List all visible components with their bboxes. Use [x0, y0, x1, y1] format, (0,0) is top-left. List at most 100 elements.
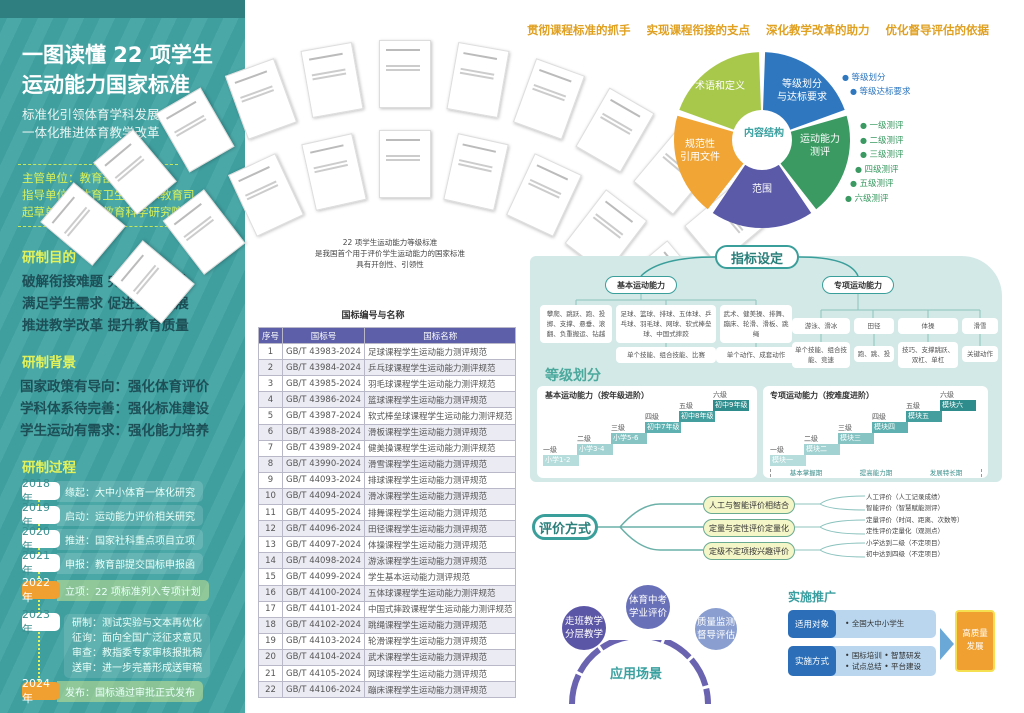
grading-bullet: 等级划分: [842, 72, 886, 84]
table-cell: 武术课程学生运动能力测评规范: [363, 648, 517, 666]
grade-step: 初中7年级: [645, 422, 681, 433]
table-row: 12 GB/T 44096-2024 田径课程学生运动能力测评规范: [257, 520, 517, 538]
promotion-item-text: 国标培训: [851, 651, 882, 660]
table-cell: GB/T 44104-2024: [282, 648, 365, 666]
grade-level-label: 四级: [872, 413, 886, 421]
table-cell: 滑冰课程学生运动能力测评规范: [363, 487, 517, 506]
table-cell: 轮滑课程学生运动能力测评规范: [363, 632, 517, 650]
standards-document-fan: [0, 0, 770, 324]
unit-supervisor: 主管单位：教育部: [22, 171, 114, 185]
promotion-item-text: 智慧研发: [891, 651, 922, 660]
table-cell: 14: [257, 552, 284, 570]
table-cell: GB/T 44094-2024: [282, 487, 365, 506]
table-row: 14 GB/T 44098-2024 游泳课程学生运动能力测评规范: [257, 552, 517, 570]
table-cell: 排球课程学生运动能力测评规范: [363, 471, 517, 489]
grade-step: 小学3-4: [577, 444, 613, 455]
indicator-sub-box: 单个技能、组合技能、竞速: [792, 342, 850, 368]
table-row: 3 GB/T 43985-2024 羽毛球课程学生运动能力测评规范: [257, 375, 517, 393]
table-row: 18 GB/T 44102-2024 跳绳课程学生运动能力测评规范: [257, 616, 517, 634]
table-row: 21 GB/T 44105-2024 网球课程学生运动能力测评规范: [257, 664, 517, 683]
table-cell: 18: [257, 616, 284, 634]
table-row: 19 GB/T 44103-2024 轮滑课程学生运动能力测评规范: [257, 632, 517, 650]
grading-title: 等级划分: [545, 368, 601, 384]
indicator-title: 指标设定: [715, 245, 799, 269]
grade-level-label: 三级: [838, 424, 852, 432]
pie-segment: [780, 115, 851, 210]
table-cell: 滑雪课程学生运动能力测评规范: [363, 455, 517, 473]
detail-line: 送审：进一步完善形成送审稿: [72, 663, 202, 674]
indicator-box: 武术、健美操、排舞、蹦床、轮滑、滑板、跳绳: [720, 305, 792, 343]
table-cell: 13: [257, 536, 284, 554]
table-row: 16 GB/T 44100-2024 五体球课程学生运动能力测评规范: [257, 584, 517, 602]
timeline-row: 2018 年缘起：大中小体育一体化研究: [22, 477, 203, 505]
table-cell: 19: [257, 632, 284, 650]
evaluation-title: 评价方式: [532, 514, 598, 540]
indicator-sub-box: 跑、跳、投: [854, 346, 894, 362]
goal-item: 优化督导评估的依据: [885, 23, 990, 37]
timeline-row: 2021 年申报：教育部提交国标申报函: [22, 549, 203, 577]
evaluation-connectors: [597, 495, 866, 558]
grade-step: 初中9年级: [713, 400, 749, 411]
pie-segment-label: 范围: [752, 184, 772, 195]
table-cell: 游泳课程学生运动能力测评规范: [363, 552, 517, 570]
table-cell: GB/T 44101-2024: [282, 600, 365, 618]
timeline-text: 启动：运动能力评价相关研究: [57, 504, 203, 526]
table-cell: 1: [257, 343, 284, 361]
table-title: 国标编号与名称: [341, 311, 405, 321]
table-cell: 中国式摔跤课程学生运动能力测评规范: [363, 600, 517, 618]
phase-label: 提高能力期: [859, 469, 893, 477]
detail-line: 审查：教指委专家审核报批稿: [72, 648, 202, 659]
application-circle: 体育中考 学业评价: [626, 585, 670, 629]
table-cell: 蹦床课程学生运动能力测评规范: [363, 681, 517, 699]
header-code: 国标号: [282, 326, 365, 345]
table-cell: GB/T 44098-2024: [282, 552, 365, 570]
table-cell: GB/T 44103-2024: [282, 632, 365, 650]
table-cell: GB/T 44105-2024: [282, 664, 365, 683]
pie-segment-label: 术语和定义: [695, 81, 745, 92]
basic-ability-pill: 基本运动能力: [605, 276, 677, 294]
table-cell: 17: [257, 600, 284, 618]
table-cell: GB/T 44097-2024: [282, 536, 365, 554]
table-cell: 羽毛球课程学生运动能力测评规范: [363, 375, 517, 393]
table-row: 1 GB/T 43983-2024 足球课程学生运动能力测评规范: [257, 343, 517, 361]
promotion-item: • 全国大中小学生: [845, 619, 905, 628]
table-row: 13 GB/T 44097-2024 体操课程学生运动能力测评规范: [257, 536, 517, 554]
table-cell: 4: [257, 391, 284, 409]
table-row: 5 GB/T 43987-2024 软式棒垒球课程学生运动能力测评规范: [257, 407, 517, 425]
unit-guidance: 指导单位：体育卫生与艺术教育司: [22, 188, 195, 202]
arrow-icon: [940, 628, 954, 660]
table-row: 2 GB/T 43984-2024 乒乓球课程学生运动能力测评规范: [257, 359, 517, 377]
pie-segment: [673, 115, 744, 210]
indicator-connectors: [575, 256, 981, 347]
standard-document-thumbnail: [300, 42, 364, 119]
table-row: 22 GB/T 44106-2024 蹦床课程学生运动能力测评规范: [257, 681, 517, 699]
subtitle-1: 标准化引领体育学科发展: [22, 107, 160, 122]
table-cell: GB/T 43988-2024: [282, 423, 365, 441]
special-grading-title: 专项运动能力（按难度进阶）: [770, 391, 874, 400]
goal-item: 深化教学改革的助力: [766, 23, 870, 37]
grading-bullet: 等级达标要求: [850, 86, 911, 98]
table-cell: 16: [257, 584, 284, 602]
table-cell: 11: [257, 504, 284, 522]
grade-step: 初中8年级: [679, 411, 715, 422]
basic-grading-title: 基本运动能力（按年级进阶）: [545, 391, 649, 400]
table-row: 8 GB/T 43990-2024 滑雪课程学生运动能力测评规范: [257, 455, 517, 473]
timeline-row: 2020 年推进：国家社科重点项目立项: [22, 525, 203, 553]
content-structure-pie: [673, 52, 851, 229]
table-cell: 乒乓球课程学生运动能力测评规范: [363, 359, 517, 377]
year-badge: 2019 年: [22, 501, 60, 529]
table-row: 10 GB/T 44094-2024 滑冰课程学生运动能力测评规范: [257, 487, 517, 506]
test-level-bullet: 四级测评: [855, 164, 899, 176]
caption-line: 具有开创性、引领性: [356, 260, 424, 269]
table-cell: 5: [257, 407, 284, 425]
timeline-row: 2022 年立项：22 项标准列入专项计划: [22, 576, 209, 604]
year-badge: 2024 年: [22, 677, 60, 705]
grade-step: 模块六: [940, 400, 976, 411]
grade-step: 模块四: [872, 422, 908, 433]
table-cell: GB/T 43990-2024: [282, 455, 365, 473]
grade-level-label: 六级: [940, 391, 954, 399]
table-cell: 21: [257, 664, 284, 683]
year-badge: 2021 年: [22, 549, 60, 577]
header-index: 序号: [257, 326, 284, 345]
table-cell: 10: [257, 487, 284, 506]
